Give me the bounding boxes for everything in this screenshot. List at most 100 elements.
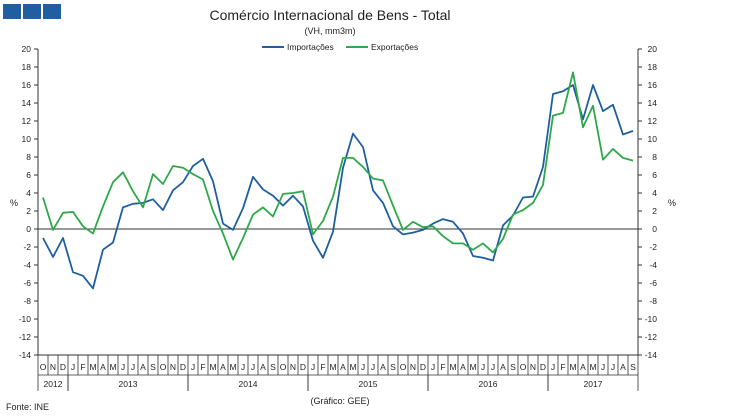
y-tick-label-right: -10 [645, 314, 658, 324]
y-tick-label-left: -8 [23, 296, 31, 306]
x-month-label: M [229, 362, 236, 372]
x-month-label: J [241, 362, 245, 372]
x-month-label: O [280, 362, 287, 372]
y-tick-label-left: 10 [22, 134, 32, 144]
y-tick-label-left: 16 [22, 80, 32, 90]
y-tick-label-right: -4 [649, 260, 657, 270]
x-month-label: N [170, 362, 176, 372]
x-year-label: 2013 [119, 379, 138, 389]
x-month-label: F [440, 362, 445, 372]
x-year-label: 2014 [239, 379, 258, 389]
x-month-label: J [361, 362, 365, 372]
y-tick-label-right: 10 [648, 134, 658, 144]
x-month-label: J [71, 362, 75, 372]
x-month-label: M [349, 362, 356, 372]
x-month-label: M [589, 362, 596, 372]
y-tick-label-left: 18 [22, 62, 32, 72]
x-month-label: A [500, 362, 506, 372]
x-year-label: 2017 [584, 379, 603, 389]
x-month-label: J [191, 362, 195, 372]
x-month-label: M [89, 362, 96, 372]
y-tick-label-right: 20 [648, 44, 658, 54]
chart-subtitle: (VH, mm3m) [305, 26, 356, 36]
x-month-label: O [400, 362, 407, 372]
y-tick-label-left: 12 [22, 116, 32, 126]
x-month-label: D [420, 362, 426, 372]
x-month-label: N [530, 362, 536, 372]
x-month-label: S [510, 362, 516, 372]
x-month-label: J [311, 362, 315, 372]
y-tick-label-left: 0 [26, 224, 31, 234]
x-month-label: N [50, 362, 56, 372]
y-tick-label-right: -2 [649, 242, 657, 252]
logo-square-3 [43, 4, 61, 19]
y-tick-label-left: -2 [23, 242, 31, 252]
x-month-label: J [611, 362, 615, 372]
x-month-label: J [251, 362, 255, 372]
x-month-label: S [390, 362, 396, 372]
x-year-label: 2015 [359, 379, 378, 389]
series-lines [42, 71, 634, 290]
y-tick-label-right: 6 [652, 170, 657, 180]
series-line-exportacoes [42, 71, 634, 261]
x-month-label: A [220, 362, 226, 372]
x-month-label: J [481, 362, 485, 372]
x-month-label: M [209, 362, 216, 372]
x-month-label: F [80, 362, 85, 372]
x-month-label: D [300, 362, 306, 372]
y-axis-label-right: % [668, 198, 676, 208]
x-month-label: S [630, 362, 636, 372]
gee-logo [3, 4, 61, 19]
y-tick-label-right: -8 [649, 296, 657, 306]
y-tick-label-left: -12 [19, 332, 32, 342]
x-month-label: J [431, 362, 435, 372]
x-month-label: S [150, 362, 156, 372]
y-tick-label-right: 12 [648, 116, 658, 126]
y-tick-label-right: 14 [648, 98, 658, 108]
x-month-label: O [520, 362, 527, 372]
x-year-label: 2016 [479, 379, 498, 389]
y-tick-label-right: 16 [648, 80, 658, 90]
legend-label-exportacoes: Exportações [371, 42, 418, 52]
x-month-label: O [160, 362, 167, 372]
x-month-label: A [460, 362, 466, 372]
x-month-label: O [40, 362, 47, 372]
y-tick-label-left: -10 [19, 314, 32, 324]
x-year-label: 2012 [44, 379, 63, 389]
x-month-label: N [410, 362, 416, 372]
x-month-label: S [270, 362, 276, 372]
y-tick-label-right: -12 [645, 332, 658, 342]
x-month-label: J [491, 362, 495, 372]
x-month-label: J [131, 362, 135, 372]
y-tick-label-left: -4 [23, 260, 31, 270]
y-tick-label-left: -6 [23, 278, 31, 288]
y-tick-label-left: 4 [26, 188, 31, 198]
x-month-label: F [560, 362, 565, 372]
x-month-label: M [329, 362, 336, 372]
y-tick-label-right: 0 [652, 224, 657, 234]
y-tick-label-left: 2 [26, 206, 31, 216]
axes: -14 -14 -12 -12 -10 -10 -8 -8 -6 -6 -4 -4 -2 -2 0 0 2 2 4 4… [19, 44, 658, 360]
y-tick-label-left: 6 [26, 170, 31, 180]
source-note: Fonte: INE [6, 402, 49, 412]
x-month-label: A [340, 362, 346, 372]
x-month-label: M [569, 362, 576, 372]
x-month-label: J [601, 362, 605, 372]
x-month-label: D [60, 362, 66, 372]
x-month-label: N [290, 362, 296, 372]
x-month-label: A [100, 362, 106, 372]
x-month-label: A [140, 362, 146, 372]
chart-credit: (Gráfico: GEE) [310, 396, 369, 406]
x-month-label: A [580, 362, 586, 372]
x-month-label: A [620, 362, 626, 372]
y-tick-label-right: 8 [652, 152, 657, 162]
x-month-label: J [371, 362, 375, 372]
legend-label-importacoes: Importações [287, 42, 334, 52]
y-tick-label-right: 4 [652, 188, 657, 198]
x-month-label: A [260, 362, 266, 372]
y-tick-label-right: -14 [645, 350, 658, 360]
y-tick-label-left: 8 [26, 152, 31, 162]
x-month-label: F [320, 362, 325, 372]
